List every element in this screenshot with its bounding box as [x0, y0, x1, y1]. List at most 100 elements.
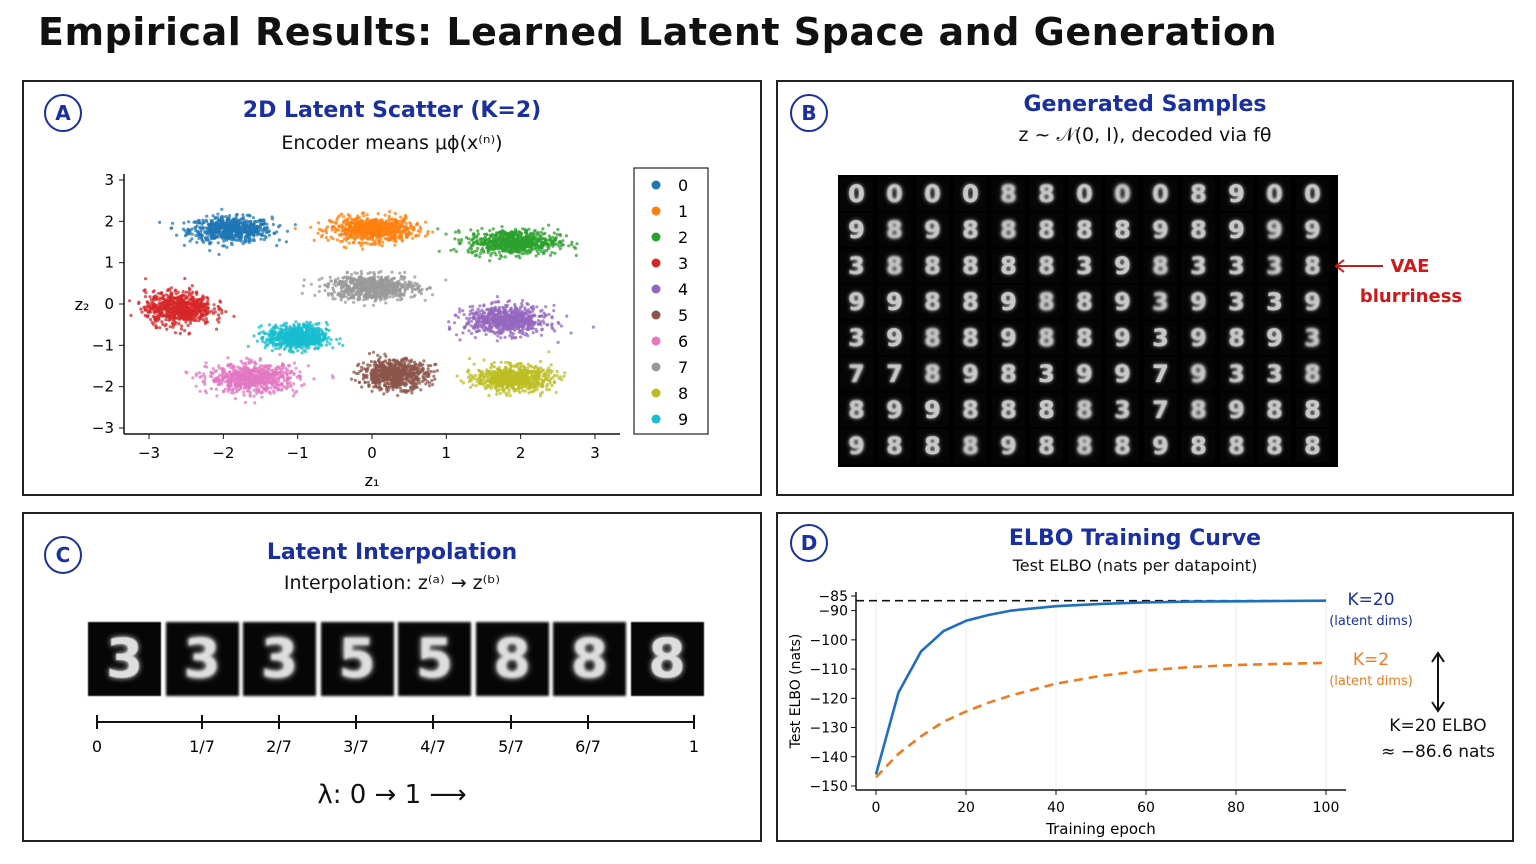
scatter-point [208, 227, 212, 231]
scatter-point [225, 232, 229, 236]
cluster-digit-5 [349, 350, 439, 398]
scatter-point [505, 247, 509, 251]
scatter-point [536, 230, 540, 234]
scatter-point [243, 239, 247, 243]
scatter-point [499, 336, 503, 340]
scatter-point [188, 321, 193, 325]
scatter-point [349, 228, 354, 232]
scatter-point [359, 365, 364, 369]
scatter-point [246, 375, 250, 379]
scatter-point [236, 222, 240, 227]
scatter-point [227, 386, 231, 391]
scatter-point [161, 294, 165, 298]
scatter-point [342, 219, 346, 223]
scatter-point [512, 336, 517, 340]
scatter-point [169, 286, 173, 290]
scatter-point [511, 332, 515, 336]
scatter-point [407, 372, 411, 376]
scatter-point [541, 227, 545, 231]
scatter-point [309, 225, 313, 229]
y-tick-label: −1 [92, 336, 114, 354]
scatter-point [248, 393, 252, 397]
scatter-point [356, 235, 361, 239]
scatter-point [188, 288, 192, 292]
scatter-point [331, 376, 335, 380]
scatter-point [256, 226, 260, 230]
scatter-point [170, 295, 174, 300]
scatter-point [476, 241, 480, 245]
scatter-point [511, 324, 516, 328]
cluster-digit-0 [158, 207, 297, 257]
scatter-point [254, 375, 258, 379]
scatter-point [210, 309, 214, 313]
scatter-point [153, 310, 157, 314]
scatter-point [204, 317, 208, 321]
scatter-point [495, 295, 499, 299]
scatter-point [491, 227, 495, 231]
scatter-point [195, 240, 199, 244]
scatter-point [488, 310, 492, 314]
scatter-point [369, 360, 373, 364]
scatter-point [501, 243, 505, 247]
scatter-point [326, 238, 330, 242]
scatter-point [361, 361, 365, 365]
scatter-point [506, 234, 510, 238]
scatter-point [433, 377, 437, 381]
scatter-point [279, 388, 283, 392]
scatter-point [547, 234, 552, 238]
scatter-point [495, 244, 499, 248]
scatter-point [179, 298, 183, 302]
x-tick-label: −1 [287, 444, 309, 462]
scatter-point [333, 230, 337, 234]
scatter-point [292, 372, 296, 376]
scatter-point [277, 238, 281, 242]
y-tick-label: 0 [104, 295, 114, 313]
scatter-point [249, 358, 253, 362]
scatter-point [435, 369, 439, 373]
scatter-point [242, 393, 246, 397]
scatter-point [175, 308, 179, 312]
scatter-point [388, 238, 392, 242]
scatter-point [209, 387, 213, 391]
scatter-point [436, 227, 440, 231]
scatter-point [334, 220, 338, 224]
scatter-point [260, 233, 264, 238]
scatter-point [215, 394, 219, 398]
scatter-point [534, 238, 539, 242]
scatter-point [572, 245, 576, 249]
scatter-point [193, 317, 197, 321]
scatter-point [531, 309, 535, 313]
scatter-point [203, 389, 207, 393]
scatter-point [462, 313, 466, 317]
scatter-point [537, 237, 542, 241]
scatter-point [371, 218, 375, 222]
scatter-point [205, 302, 209, 306]
scatter-point [194, 373, 198, 377]
scatter-point [212, 307, 216, 311]
scatter-point [548, 253, 553, 257]
scatter-point [570, 243, 574, 247]
scatter-point [220, 311, 224, 315]
scatter-point [362, 214, 366, 218]
scatter-point [356, 364, 360, 368]
scatter-point [431, 230, 435, 234]
panel-a-badge: A [44, 94, 82, 132]
scatter-point [501, 239, 505, 243]
scatter-point [517, 254, 521, 258]
scatter-point [534, 247, 538, 251]
y-tick-label: 1 [104, 254, 114, 272]
scatter-point [488, 229, 492, 233]
scatter-point [536, 246, 541, 250]
scatter-point [385, 367, 389, 371]
scatter-point [279, 371, 283, 375]
scatter-point [547, 246, 551, 251]
scatter-point [543, 237, 547, 241]
scatter-point [500, 225, 504, 229]
scatter-point [373, 230, 377, 234]
scatter-point [251, 230, 255, 234]
scatter-point [516, 234, 520, 238]
scatter-point [475, 234, 479, 238]
scatter-point [382, 378, 386, 382]
scatter-point [329, 235, 333, 239]
scatter-point [198, 225, 202, 229]
